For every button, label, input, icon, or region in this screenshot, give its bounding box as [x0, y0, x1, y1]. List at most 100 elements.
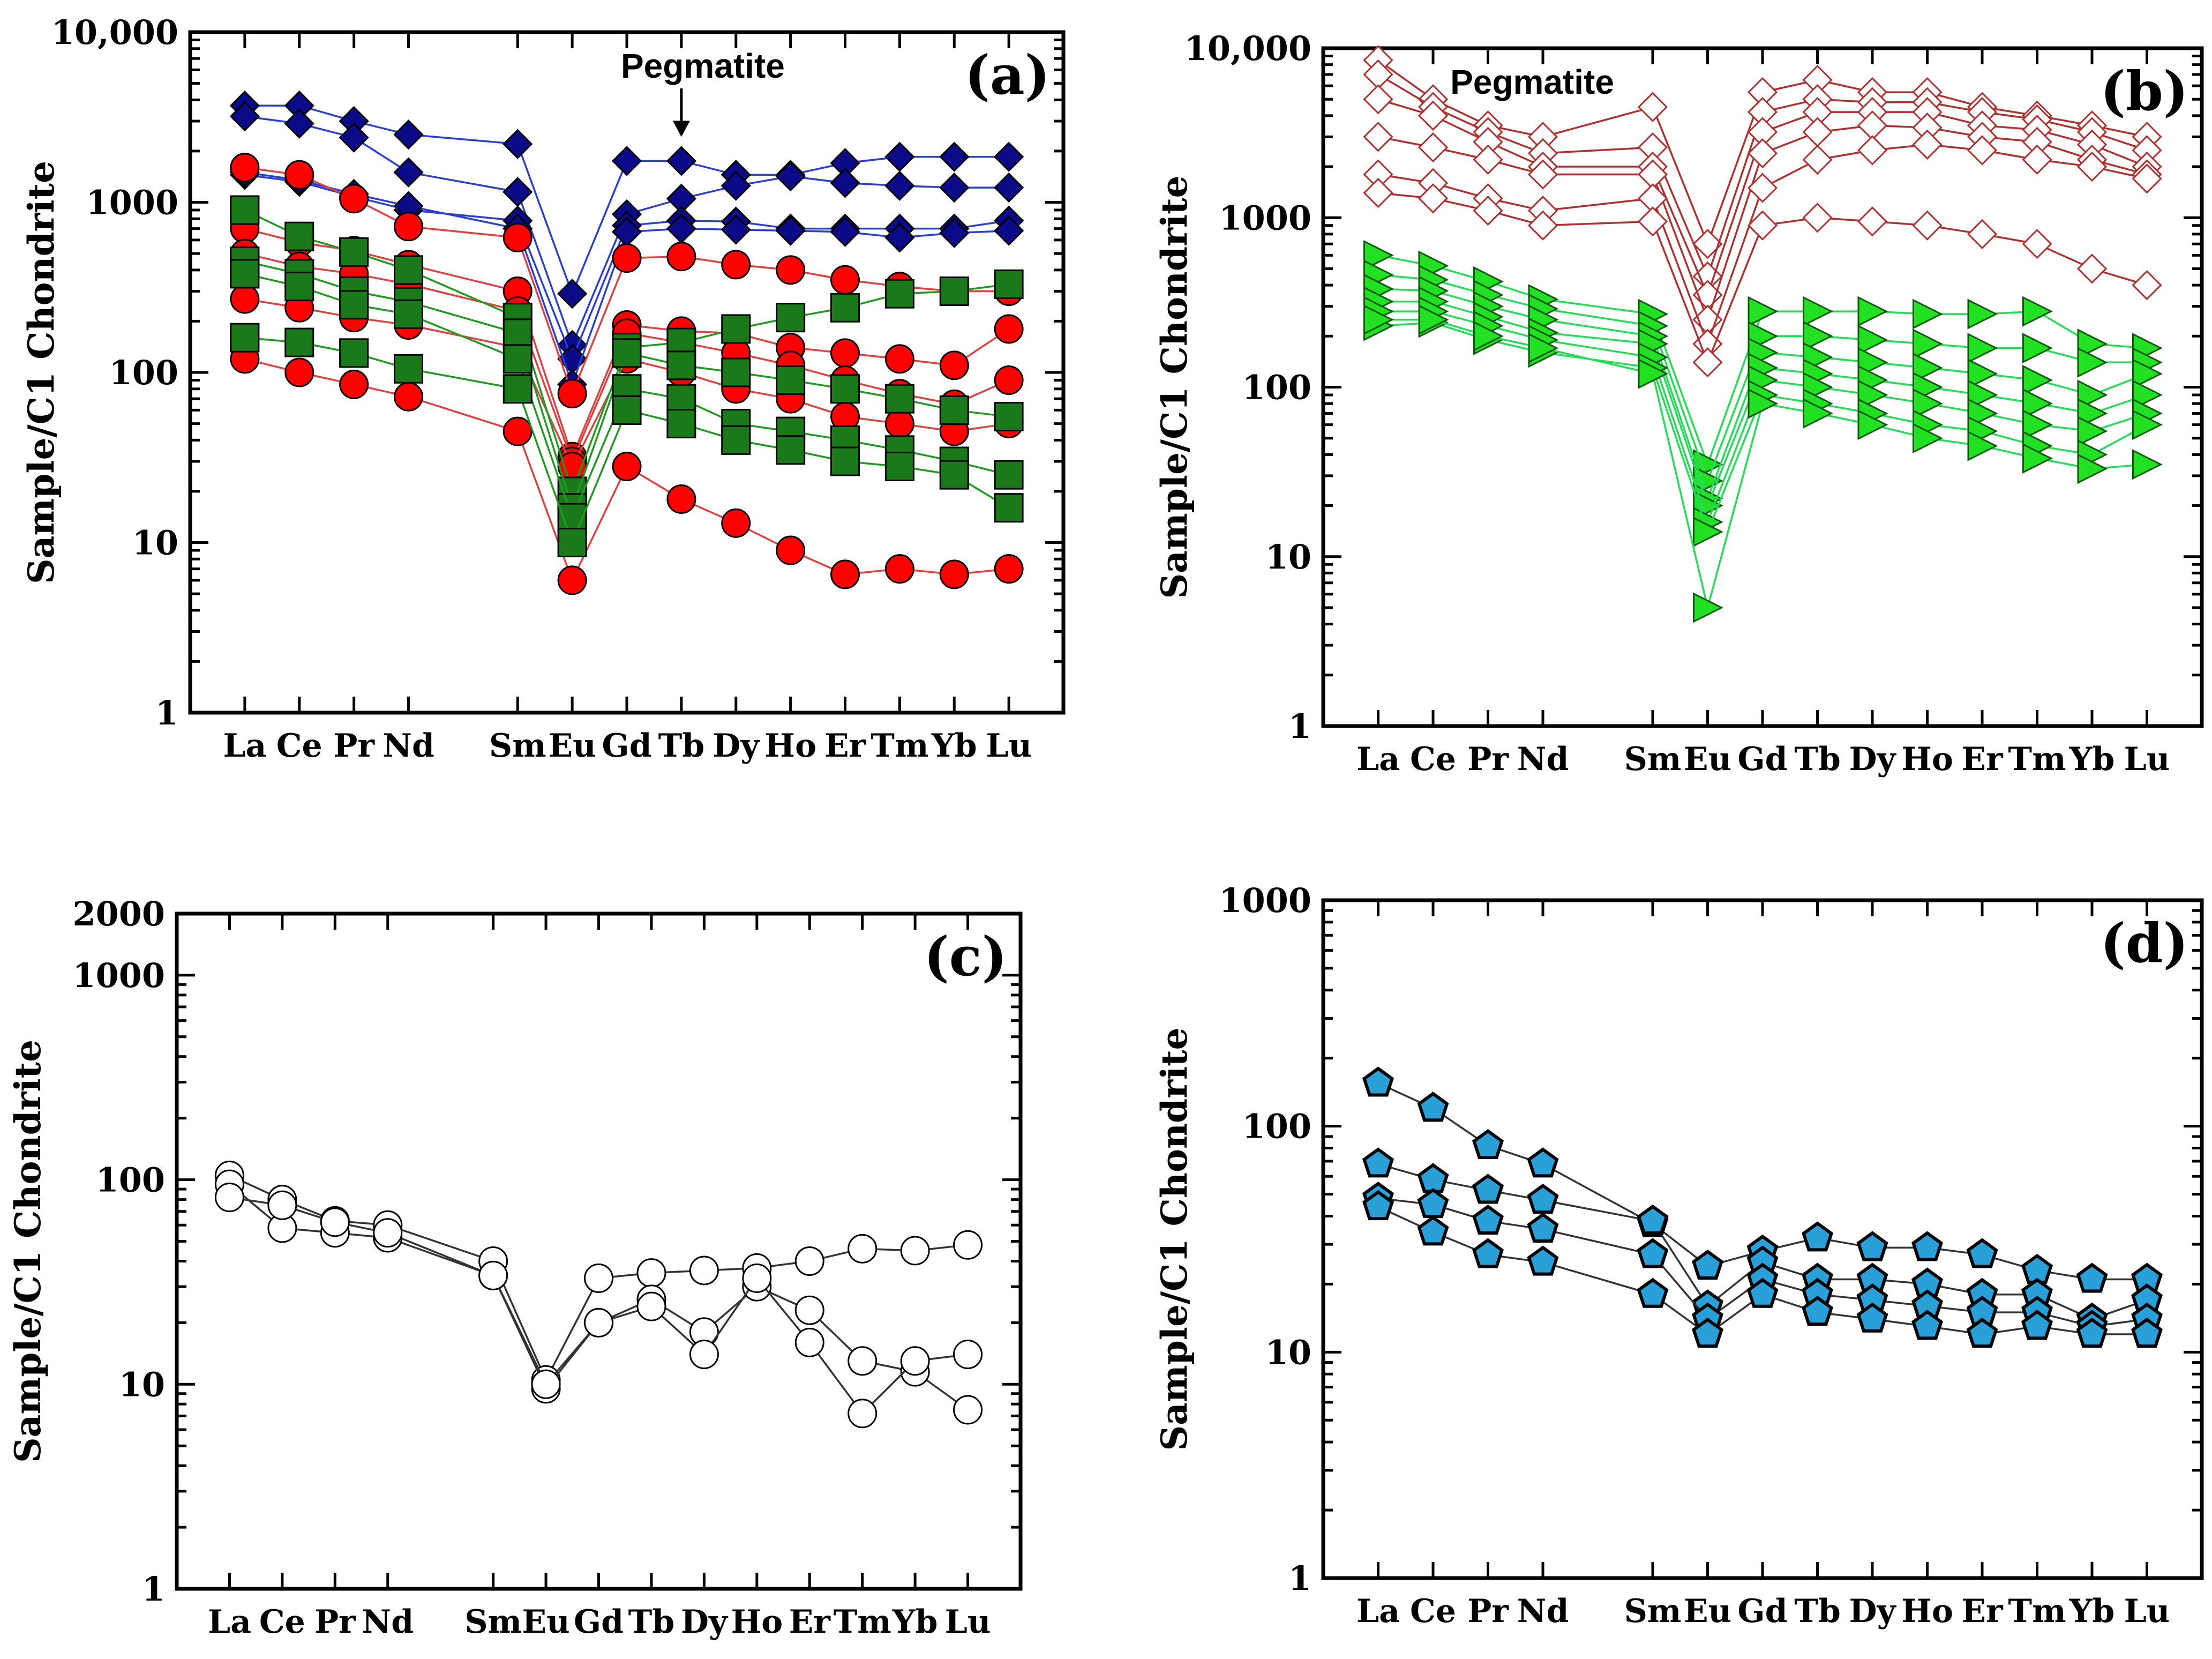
data-point-diamond-open	[1473, 144, 1503, 175]
data-point-square	[994, 401, 1024, 431]
data-point-pentagon	[1417, 1215, 1449, 1246]
x-tick-label-sm: Sm	[1624, 741, 1682, 778]
data-point-square	[994, 269, 1024, 299]
data-point-pentagon	[1856, 1302, 1888, 1333]
x-tick-label-er: Er	[789, 1603, 831, 1641]
data-point-diamond	[721, 214, 751, 245]
data-point-diamond-open	[1857, 135, 1888, 166]
panel-label: (a)	[965, 43, 1050, 107]
data-point-triangle	[1363, 240, 1394, 271]
data-point-diamond-open	[1637, 92, 1668, 122]
y-axis-label: Sample/C1 Chondrite	[7, 1040, 49, 1463]
data-point-diamond	[611, 146, 642, 176]
data-point-circle-open	[900, 1346, 930, 1376]
data-point-circle	[666, 484, 696, 514]
data-point-square	[830, 293, 860, 323]
data-point-triangle	[1693, 517, 1723, 547]
data-point-diamond-open	[1747, 210, 1778, 241]
data-point-circle	[721, 250, 751, 280]
data-point-pentagon	[1746, 1277, 1779, 1308]
y-tick-label: 10	[1265, 537, 1311, 577]
y-tick-label: 10,000	[1184, 29, 1311, 68]
data-point-triangle	[1967, 358, 1998, 389]
data-point-circle-open	[742, 1263, 772, 1293]
data-point-triangle	[1857, 324, 1888, 355]
data-point-circle	[339, 184, 369, 214]
data-point-triangle	[1913, 298, 1943, 330]
x-tick-label-dy: Dy	[1849, 1593, 1897, 1630]
x-tick-label-ho: Ho	[1901, 741, 1953, 778]
data-point-pentagon	[2021, 1310, 2053, 1340]
x-tick-label-sm: Sm	[489, 727, 546, 765]
x-tick-label-er: Er	[1961, 1593, 2004, 1630]
data-point-pentagon	[1637, 1204, 1669, 1235]
x-tick-label-la: La	[208, 1603, 251, 1641]
x-tick-label-gd: Gd	[1737, 741, 1787, 778]
data-point-triangle	[1913, 328, 1943, 360]
data-point-pentagon	[1692, 1317, 1723, 1348]
data-point-triangle	[1857, 379, 1888, 410]
data-point-circle-open	[636, 1258, 666, 1288]
data-point-circle	[830, 338, 860, 368]
x-tick-label-pr: Pr	[1467, 741, 1509, 778]
data-point-square	[394, 354, 423, 384]
y-tick-label: 100	[96, 1161, 165, 1200]
data-point-circle	[830, 265, 860, 295]
data-point-diamond	[503, 129, 533, 159]
data-point-circle	[394, 382, 423, 412]
data-point-triangle	[1803, 398, 1833, 429]
x-tick-label-ho: Ho	[764, 727, 816, 765]
data-point-diamond-open	[1747, 173, 1778, 203]
data-point-triangle	[2022, 409, 2053, 440]
x-tick-label-er: Er	[1961, 741, 2004, 778]
data-point-square	[939, 276, 969, 307]
data-point-pentagon	[1362, 1190, 1394, 1221]
data-point-square	[339, 338, 369, 368]
data-point-circle	[884, 409, 914, 439]
data-point-circle-open	[953, 1230, 983, 1260]
data-point-pentagon	[1911, 1231, 1943, 1261]
data-point-pentagon	[1856, 1231, 1888, 1261]
data-point-square	[776, 365, 806, 395]
data-point-diamond	[994, 141, 1024, 172]
data-point-diamond-open	[2132, 270, 2162, 301]
data-point-diamond-open	[1418, 100, 1449, 131]
data-point-diamond-open	[1802, 117, 1833, 147]
data-point-circle	[612, 452, 642, 482]
data-point-diamond	[994, 215, 1024, 246]
data-point-triangle	[1473, 320, 1504, 352]
data-point-diamond-open	[1418, 132, 1449, 163]
data-point-triangle	[1913, 423, 1943, 454]
y-tick-label: 1000	[1219, 198, 1311, 237]
data-point-triangle	[2022, 443, 2053, 474]
data-point-pentagon	[1362, 1147, 1394, 1178]
x-tick-label-yb: Yb	[2069, 741, 2115, 778]
data-point-square	[939, 460, 969, 490]
x-tick-label-eu: Eu	[522, 1603, 569, 1641]
data-point-square	[557, 528, 587, 557]
data-point-pentagon	[1527, 1212, 1559, 1243]
data-point-square	[612, 395, 642, 425]
x-tick-label-nd: Nd	[1517, 1593, 1569, 1630]
data-point-triangle	[1638, 358, 1669, 389]
x-tick-label-gd: Gd	[574, 1603, 624, 1641]
data-point-diamond	[393, 157, 424, 188]
x-tick-label-tb: Tb	[1794, 741, 1841, 778]
data-point-diamond-open	[1912, 129, 1943, 160]
data-point-square	[230, 195, 260, 225]
data-point-diamond	[994, 172, 1024, 203]
data-point-circle	[503, 222, 533, 252]
data-point-square	[830, 446, 860, 476]
data-point-triangle	[2077, 328, 2108, 360]
data-point-pentagon	[1472, 1204, 1504, 1235]
data-point-square	[394, 255, 423, 285]
data-point-square	[503, 344, 533, 374]
x-tick-label-eu: Eu	[548, 727, 596, 765]
data-point-circle-open	[373, 1218, 403, 1248]
data-point-square	[612, 338, 642, 368]
y-tick-label: 10	[119, 1365, 165, 1404]
data-point-square	[994, 493, 1024, 523]
data-point-diamond-open	[2022, 144, 2052, 175]
y-tick-label: 1000	[72, 956, 165, 995]
arrow-head-icon	[672, 121, 690, 137]
